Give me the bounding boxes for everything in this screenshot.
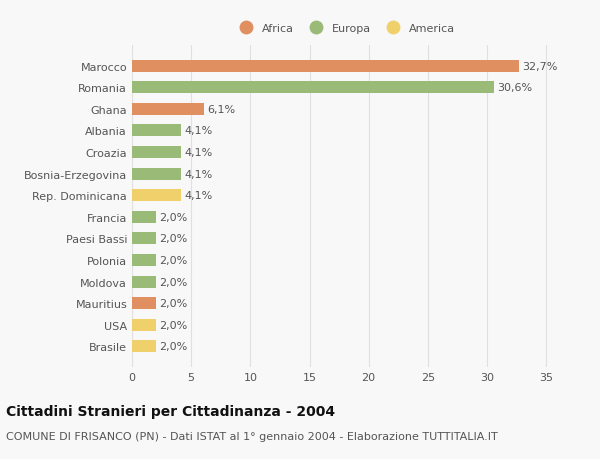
Text: 2,0%: 2,0%	[159, 234, 187, 244]
Text: 2,0%: 2,0%	[159, 256, 187, 265]
Bar	[132, 341, 155, 353]
Bar	[132, 233, 155, 245]
Bar	[132, 168, 181, 180]
Bar	[132, 61, 519, 73]
Text: COMUNE DI FRISANCO (PN) - Dati ISTAT al 1° gennaio 2004 - Elaborazione TUTTITALI: COMUNE DI FRISANCO (PN) - Dati ISTAT al …	[6, 431, 498, 442]
Bar	[132, 319, 155, 331]
Text: 2,0%: 2,0%	[159, 341, 187, 352]
Bar	[132, 190, 181, 202]
Text: 4,1%: 4,1%	[184, 148, 212, 157]
Bar	[132, 254, 155, 266]
Text: 4,1%: 4,1%	[184, 126, 212, 136]
Bar	[132, 297, 155, 309]
Legend: Africa, Europa, America: Africa, Europa, America	[231, 19, 459, 38]
Text: 2,0%: 2,0%	[159, 320, 187, 330]
Bar	[132, 212, 155, 223]
Text: 30,6%: 30,6%	[497, 83, 533, 93]
Text: 2,0%: 2,0%	[159, 277, 187, 287]
Text: 32,7%: 32,7%	[523, 62, 558, 72]
Text: 4,1%: 4,1%	[184, 191, 212, 201]
Text: 6,1%: 6,1%	[208, 105, 236, 115]
Bar	[132, 82, 494, 94]
Bar	[132, 147, 181, 159]
Text: Cittadini Stranieri per Cittadinanza - 2004: Cittadini Stranieri per Cittadinanza - 2…	[6, 404, 335, 418]
Text: 2,0%: 2,0%	[159, 213, 187, 222]
Bar	[132, 276, 155, 288]
Text: 2,0%: 2,0%	[159, 298, 187, 308]
Bar	[132, 125, 181, 137]
Bar	[132, 104, 204, 116]
Text: 4,1%: 4,1%	[184, 169, 212, 179]
